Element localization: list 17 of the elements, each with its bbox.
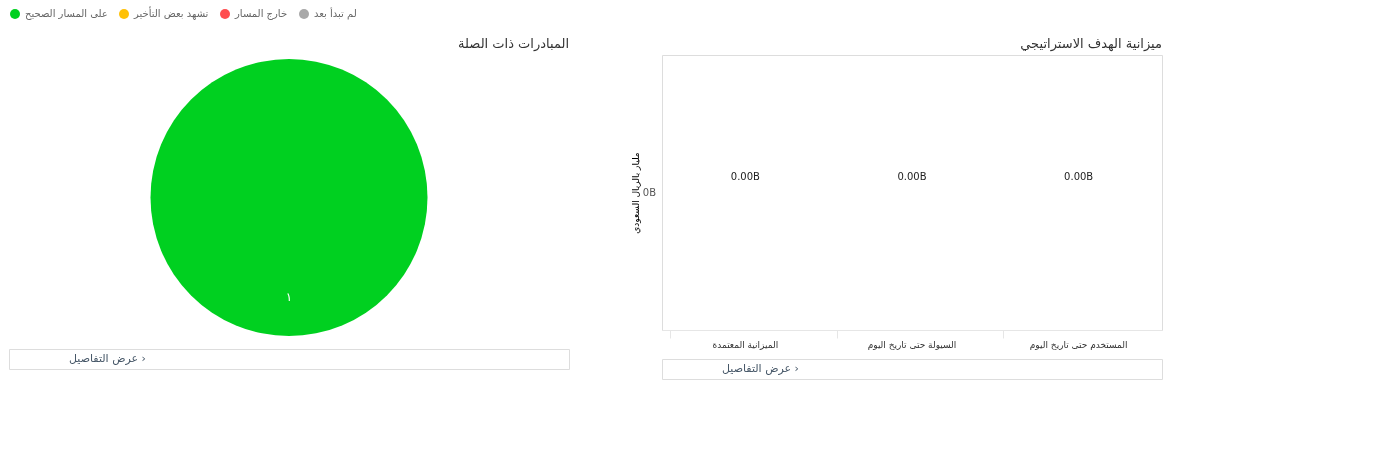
category-label: المستخدم حتى تاريخ اليوم <box>1029 339 1128 350</box>
legend-label: خارج المسار <box>234 8 288 20</box>
data-label: 0.00B <box>730 170 761 182</box>
text: عرض التفاصيل › <box>722 362 799 375</box>
text: عرض التفاصيل › <box>69 352 146 365</box>
legend-label: تشهد بعض التأخير <box>133 6 209 20</box>
text: المبادرات ذات الصلة <box>458 36 569 52</box>
legend-label: على المسار الصحيح <box>25 8 108 20</box>
text: 0B <box>642 186 657 198</box>
category-label: الميزانية المعتمدة <box>712 339 779 350</box>
category-label: السيولة حتى تاريخ اليوم <box>867 339 957 350</box>
text: ميزانية الهدف الاستراتيجي <box>1020 36 1162 52</box>
text: مليار بالريال السعودي <box>630 152 641 234</box>
data-label: 0.00B <box>897 170 927 182</box>
data-label: ١ <box>285 290 293 305</box>
legend-label: لم تبدأ بعد <box>314 7 357 20</box>
data-label: 0.00B <box>1064 170 1094 182</box>
